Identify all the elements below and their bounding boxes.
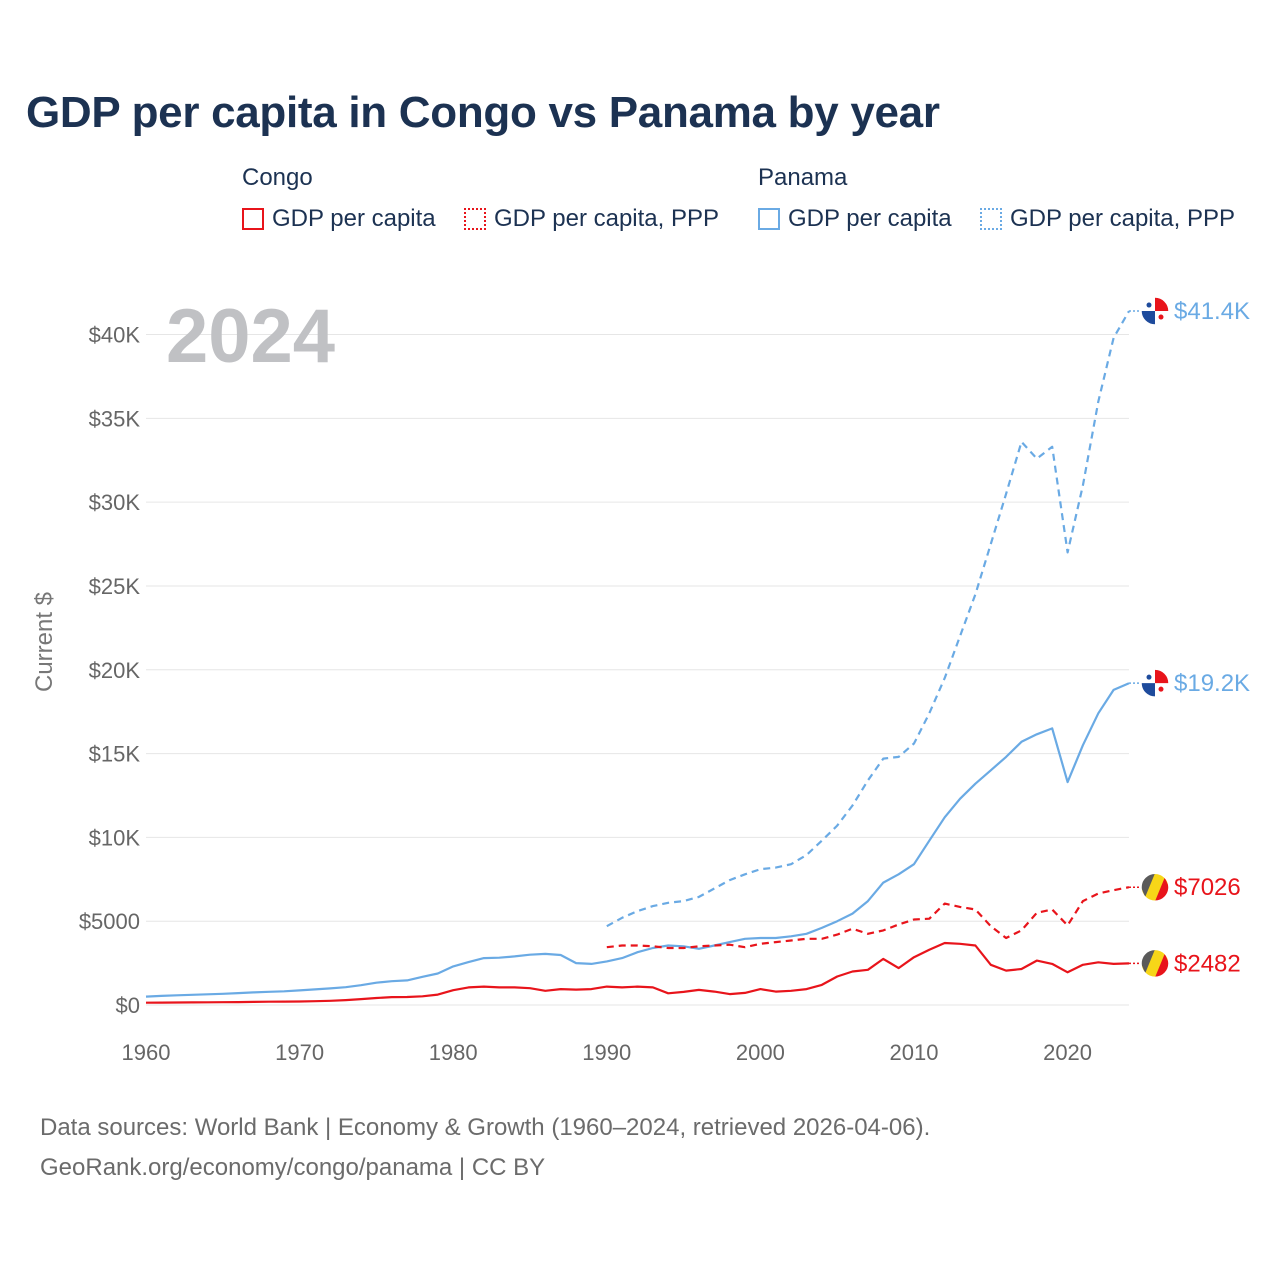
y-tick-label: $25K: [89, 574, 141, 599]
year-label: 2024: [166, 294, 335, 379]
flag-red-segment: [1155, 877, 1169, 902]
flag-blue-quarter: [1141, 683, 1155, 698]
flag-red-segment: [1155, 953, 1169, 978]
source-line-1: Data sources: World Bank | Economy & Gro…: [40, 1114, 931, 1141]
flag-red-star: [1158, 686, 1164, 692]
series-line-3: [606, 886, 1130, 950]
series-lines: [145, 310, 1130, 1004]
y-axis-ticks: $0 $5000 $10K $15K $20K $25K $30K $35K $40K: [79, 323, 141, 1018]
end-value-label: $2482: [1174, 950, 1241, 977]
end-value-label: $41.4K: [1174, 298, 1250, 325]
flag-dark-segment: [1141, 873, 1155, 898]
x-tick-label: 2010: [889, 1040, 938, 1065]
congo-flag-icon: [1140, 872, 1170, 902]
chart-title: GDP per capita in Congo vs Panama by yea…: [26, 88, 940, 137]
flag-red-star: [1158, 314, 1164, 320]
panama-flag-icon: [1140, 296, 1170, 326]
y-tick-label: $10K: [89, 825, 141, 850]
x-tick-label: 1970: [275, 1040, 324, 1065]
flag-blue-star: [1146, 674, 1152, 680]
series-line-0: [145, 682, 1130, 998]
flag-red-quarter: [1155, 669, 1169, 684]
panama-flag-icon: [1140, 668, 1170, 698]
flag-red-quarter: [1155, 297, 1169, 312]
legend-label-congo-ppp: GDP per capita, PPP: [494, 205, 719, 232]
series-line-1: [606, 310, 1130, 928]
source-line-2: GeoRank.org/economy/congo/panama | CC BY: [40, 1154, 546, 1181]
x-tick-label: 1960: [122, 1040, 171, 1065]
source-note: Data sources: World Bank | Economy & Gro…: [40, 1108, 930, 1188]
flag-ring: [1140, 948, 1170, 979]
grid-lines: [146, 334, 1129, 1006]
legend-swatch-panama-ppp: [980, 208, 1002, 230]
flag-ring: [1140, 668, 1170, 698]
flag-blue-quarter: [1141, 311, 1155, 326]
legend-swatch-congo-ppp: [464, 208, 486, 230]
legend-panama-title: Panama: [758, 164, 848, 191]
flag-ring: [1140, 296, 1170, 326]
y-tick-label: $0: [116, 993, 140, 1018]
y-tick-label: $15K: [89, 742, 141, 767]
y-tick-label: $30K: [89, 490, 141, 515]
legend-congo-ppp[interactable]: GDP per capita, PPP: [464, 204, 719, 234]
legend-congo-gdp[interactable]: GDP per capita: [242, 204, 436, 234]
legend-label-panama-gdp: GDP per capita: [788, 205, 952, 232]
legend-panama-ppp[interactable]: GDP per capita, PPP: [980, 204, 1235, 234]
y-tick-label: $20K: [89, 658, 141, 683]
x-tick-label: 2000: [736, 1040, 785, 1065]
line-chart: $0 $5000 $10K $15K $20K $25K $30K $35K $40K 1960…: [31, 294, 1250, 1065]
x-tick-label: 1990: [582, 1040, 631, 1065]
legend-label-panama-ppp: GDP per capita, PPP: [1010, 205, 1235, 232]
end-value-label: $7026: [1174, 874, 1241, 901]
legend-swatch-panama-gdp: [758, 208, 780, 230]
legend-swatch-congo-gdp: [242, 208, 264, 230]
end-value-label: $19.2K: [1174, 670, 1250, 697]
series-line-2: [145, 941, 1130, 1004]
y-tick-label: $40K: [89, 323, 141, 348]
y-axis-label: Current $: [31, 592, 58, 692]
x-tick-label: 2020: [1043, 1040, 1092, 1065]
y-tick-label: $5000: [79, 909, 140, 934]
flag-blue-star: [1146, 302, 1152, 308]
flag-dark-segment: [1141, 949, 1155, 974]
congo-flag-icon: [1140, 948, 1170, 979]
x-axis-ticks: 1960 1970 1980 1990 2000 2010 2020: [122, 1040, 1093, 1065]
x-tick-label: 1980: [429, 1040, 478, 1065]
legend-label-congo-gdp: GDP per capita: [272, 205, 436, 232]
y-tick-label: $35K: [89, 406, 141, 431]
end-markers: $19.2K $41.4K $2482 $7026: [1129, 296, 1250, 979]
flag-ring: [1140, 872, 1170, 902]
legend-panama-gdp[interactable]: GDP per capita: [758, 204, 952, 234]
legend-congo-title: Congo: [242, 164, 313, 191]
